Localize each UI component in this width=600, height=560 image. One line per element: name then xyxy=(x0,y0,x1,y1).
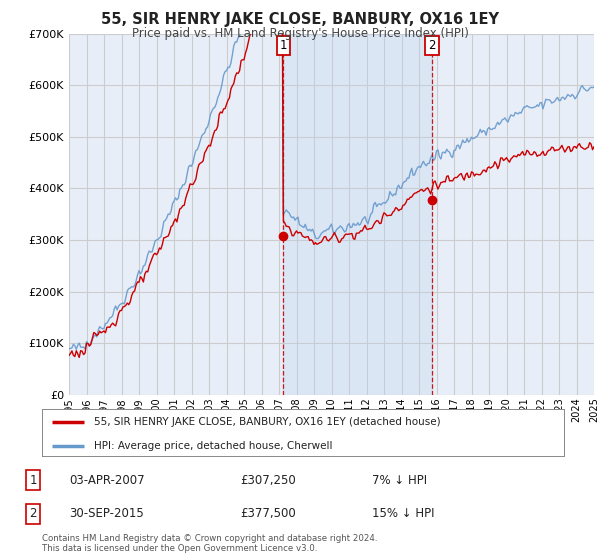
Text: 2: 2 xyxy=(428,39,436,52)
Text: £307,250: £307,250 xyxy=(240,474,296,487)
Text: 03-APR-2007: 03-APR-2007 xyxy=(69,474,145,487)
Text: 7% ↓ HPI: 7% ↓ HPI xyxy=(372,474,427,487)
Text: Price paid vs. HM Land Registry's House Price Index (HPI): Price paid vs. HM Land Registry's House … xyxy=(131,27,469,40)
Text: 15% ↓ HPI: 15% ↓ HPI xyxy=(372,507,434,520)
Text: 1: 1 xyxy=(29,474,37,487)
Text: £377,500: £377,500 xyxy=(240,507,296,520)
Text: 55, SIR HENRY JAKE CLOSE, BANBURY, OX16 1EY: 55, SIR HENRY JAKE CLOSE, BANBURY, OX16 … xyxy=(101,12,499,27)
Text: 30-SEP-2015: 30-SEP-2015 xyxy=(69,507,144,520)
Text: 2: 2 xyxy=(29,507,37,520)
Text: Contains HM Land Registry data © Crown copyright and database right 2024.
This d: Contains HM Land Registry data © Crown c… xyxy=(42,534,377,553)
Text: 1: 1 xyxy=(280,39,287,52)
Bar xyxy=(283,34,432,395)
Text: 55, SIR HENRY JAKE CLOSE, BANBURY, OX16 1EY (detached house): 55, SIR HENRY JAKE CLOSE, BANBURY, OX16 … xyxy=(94,417,441,427)
Text: HPI: Average price, detached house, Cherwell: HPI: Average price, detached house, Cher… xyxy=(94,441,333,451)
